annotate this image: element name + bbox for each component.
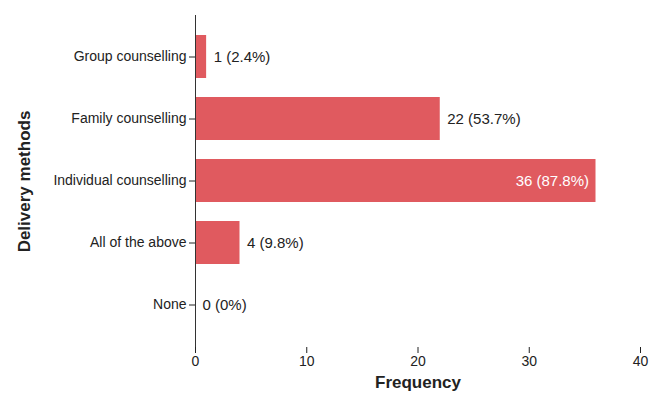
svg-text:Individual counselling: Individual counselling [53, 172, 186, 188]
svg-text:Frequency: Frequency [375, 373, 462, 392]
svg-text:22 (53.7%): 22 (53.7%) [447, 110, 520, 127]
svg-text:Delivery methods: Delivery methods [15, 111, 34, 253]
svg-text:40: 40 [633, 353, 649, 369]
svg-text:10: 10 [299, 353, 315, 369]
svg-text:Family counselling: Family counselling [71, 110, 186, 126]
svg-text:30: 30 [521, 353, 537, 369]
svg-text:0: 0 [192, 353, 200, 369]
svg-text:36 (87.8%): 36 (87.8%) [516, 172, 589, 189]
svg-text:None: None [153, 296, 187, 312]
svg-text:All of the above: All of the above [90, 234, 187, 250]
svg-text:20: 20 [410, 353, 426, 369]
svg-text:Group counselling: Group counselling [74, 48, 187, 64]
svg-text:4 (9.8%): 4 (9.8%) [247, 234, 304, 251]
svg-text:0 (0%): 0 (0%) [203, 296, 247, 313]
svg-text:1 (2.4%): 1 (2.4%) [214, 48, 271, 65]
